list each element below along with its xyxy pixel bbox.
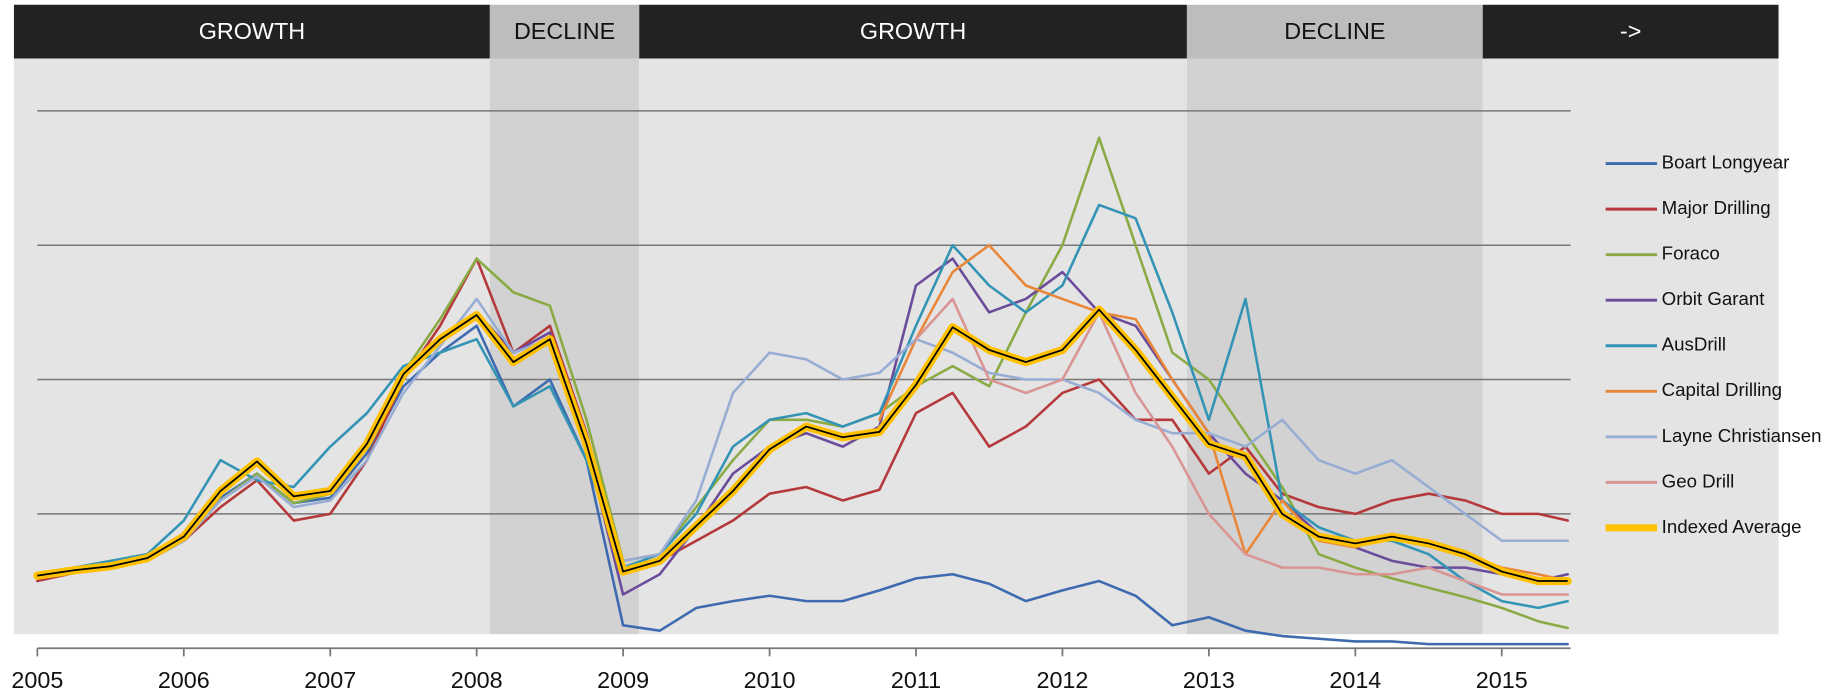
x-tick-label: 2011 (891, 667, 941, 693)
series-line (914, 297, 1569, 596)
x-tick-label: 2006 (158, 667, 210, 693)
legend-label: Capital Drilling (1662, 379, 1782, 400)
series-line (36, 297, 1569, 580)
phase-header (1186, 4, 1483, 59)
series-line (36, 136, 1569, 630)
legend-label: Geo Drill (1662, 470, 1735, 491)
legend-label: Foraco (1662, 243, 1720, 264)
legend-label: Major Drilling (1662, 197, 1771, 218)
legend-label: Indexed Average (1662, 516, 1802, 537)
x-tick-label: 2012 (1036, 667, 1088, 693)
series-line (36, 203, 1569, 610)
x-tick-label: 2014 (1329, 667, 1381, 693)
phase-header (639, 4, 1187, 59)
phase-label: DECLINE (514, 18, 615, 44)
phase-label: DECLINE (1284, 18, 1385, 44)
phase-label: GROWTH (860, 18, 966, 44)
x-tick-label: 2008 (451, 667, 503, 693)
phase-label: -> (1620, 18, 1641, 44)
legend-label: AusDrill (1662, 334, 1726, 355)
series-line (438, 257, 1569, 596)
x-tick-label: 2015 (1476, 667, 1528, 693)
x-tick-label: 2005 (11, 667, 63, 693)
phase-band (13, 58, 490, 635)
phase-header (489, 4, 640, 59)
x-tick-label: 2010 (744, 667, 796, 693)
phase-header (1482, 4, 1779, 59)
legend-label: Orbit Garant (1662, 288, 1766, 309)
legend-label: Boart Longyear (1662, 152, 1790, 173)
series-line (36, 257, 1569, 583)
legend-label: Layne Christiansen (1662, 425, 1822, 446)
phase-header (13, 4, 490, 59)
phase-label: GROWTH (199, 18, 305, 44)
average-line-core (37, 308, 1568, 582)
x-tick-label: 2007 (304, 667, 356, 693)
x-tick-label: 2013 (1183, 667, 1235, 693)
x-tick-label: 2009 (597, 667, 649, 693)
